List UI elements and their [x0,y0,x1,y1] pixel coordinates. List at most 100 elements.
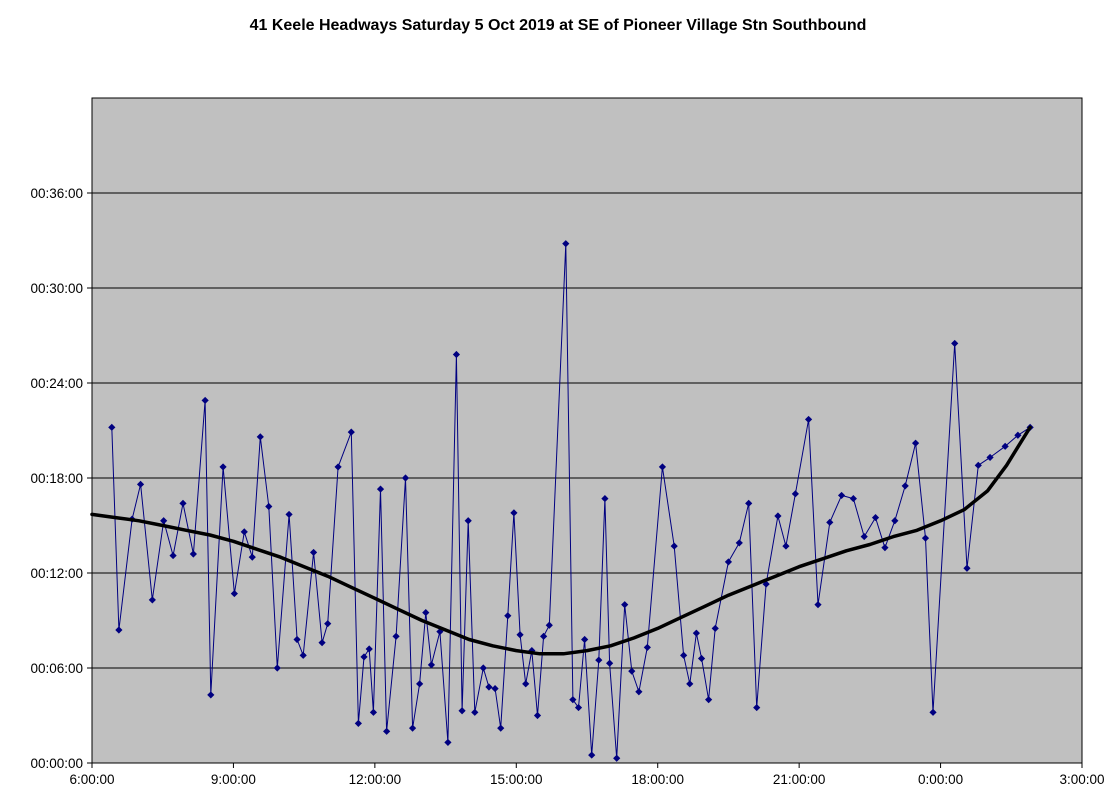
data-point-marker [299,651,307,659]
data-point-marker [901,482,909,490]
x-axis-label: 0:00:00 [918,772,963,787]
data-point-marker [881,544,889,552]
data-point-marker [285,510,293,519]
data-point-marker [471,708,479,716]
gridlines [92,192,1082,669]
data-point-marker [273,664,281,672]
data-point-marker [392,632,400,640]
data-point-marker [837,491,846,500]
data-point-marker [705,696,713,704]
y-axis-label: 00:12:00 [30,566,83,581]
data-point-marker [265,502,273,511]
data-point-marker [444,738,452,747]
chart-title: 41 Keele Headways Saturday 5 Oct 2019 at… [250,17,867,34]
data-point-marker [240,528,248,536]
x-axis-label: 21:00:00 [773,772,826,787]
data-point-marker [986,453,994,462]
data-point-marker [479,664,487,672]
data-point-marker [606,659,614,667]
data-point-marker [248,553,256,561]
data-point-marker [416,680,424,688]
y-axis-label: 00:30:00 [30,281,83,296]
data-point-marker [318,639,326,647]
data-point-marker [540,632,548,640]
plot-area [91,97,1083,764]
data-point-marker [686,680,694,688]
data-point-marker [516,631,524,639]
data-point-marker [528,646,536,655]
data-point-marker [533,711,542,720]
data-point-marker [504,612,512,620]
data-point-marker [774,512,782,520]
trend-line [90,425,1032,656]
data-point-marker [256,433,264,441]
data-point-marker [791,490,799,498]
data-point-marker [921,534,930,542]
data-point-marker [1014,431,1022,439]
data-point-marker [588,751,596,759]
y-axis-label: 00:18:00 [30,471,83,486]
data-point-marker [826,518,834,526]
data-point-marker [860,532,868,541]
data-point-marker [354,719,362,728]
data-point-marker [871,513,880,522]
data-point-marker [891,517,899,525]
data-point-marker [762,580,770,588]
data-point-marker [230,589,238,598]
data-point-marker [753,703,761,712]
data-point-marker [485,683,493,691]
data-point-marker [963,564,971,572]
data-series [90,240,1034,762]
data-point-marker [136,480,145,488]
data-point-marker [452,350,461,359]
data-point-marker [724,558,733,566]
data-point-marker [581,635,589,644]
data-point-marker [207,691,215,699]
data-point-marker [497,724,505,732]
y-axis-label: 00:24:00 [30,376,83,391]
data-point-marker [365,645,373,653]
data-point-marker [401,474,410,482]
data-point-marker [697,654,706,663]
data-point-marker [782,542,790,550]
y-axis-label: 00:00:00 [30,756,83,771]
axis-labels: 00:00:00 00:06:00 00:12:00 00:18:00 00:24:00… [30,186,1104,787]
data-point-marker [383,727,391,735]
x-axis-label: 18:00:00 [631,772,684,787]
data-point-marker [545,621,553,629]
axes [87,192,1083,768]
data-point-marker [408,724,417,732]
data-point-marker [522,680,530,688]
data-point-marker [621,601,629,609]
data-point-marker [160,517,168,525]
data-point-marker [562,240,570,248]
data-point-marker [436,627,444,636]
data-point-marker [635,688,643,696]
data-point-marker [491,684,499,693]
y-axis-label: 00:36:00 [30,186,83,201]
data-point-marker [804,415,813,424]
data-point-marker [458,707,466,715]
data-point-marker [108,423,116,431]
data-point-marker [595,656,603,664]
data-point-marker [658,463,667,471]
data-point-marker [422,608,430,617]
data-point-marker [376,485,385,493]
data-point-marker [814,601,822,609]
x-axis-label: 9:00:00 [211,772,256,787]
data-point-marker [711,624,719,633]
data-point-marker [735,539,743,547]
data-point-marker [849,494,857,503]
data-point-marker [324,620,332,628]
x-axis-label: 6:00:00 [69,772,114,787]
data-point-marker [360,653,368,661]
x-axis-label: 15:00:00 [490,772,543,787]
data-point-marker [692,629,700,637]
x-axis-label: 3:00:00 [1059,772,1104,787]
data-point-marker [628,667,636,675]
data-point-marker [680,651,688,659]
data-point-marker [179,499,187,507]
data-point-marker [601,494,609,503]
